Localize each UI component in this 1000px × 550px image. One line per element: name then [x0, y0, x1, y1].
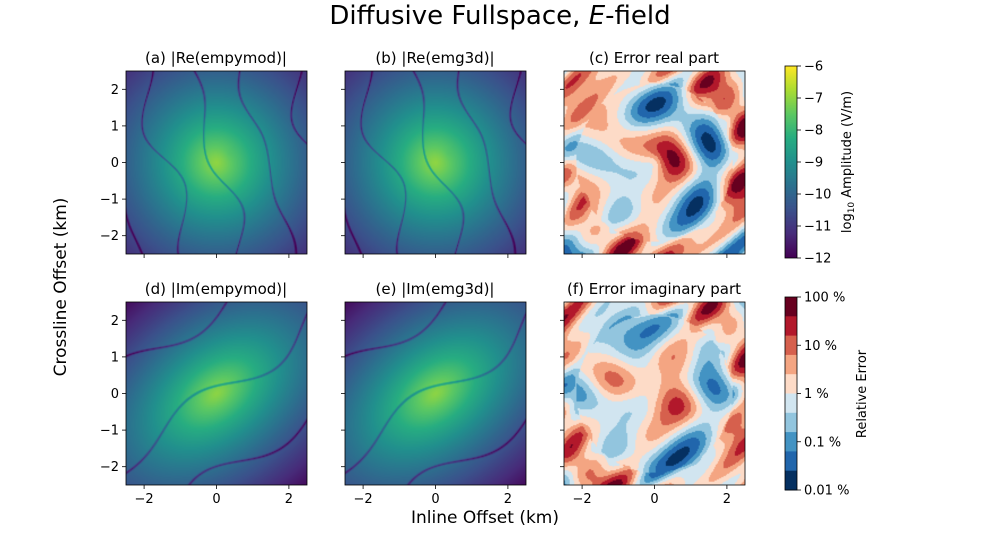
- x-tick-label: 0: [212, 492, 220, 507]
- amplitude-colorbar-tick-label: −11: [804, 220, 831, 235]
- title-prefix: Diffusive Fullspace,: [329, 1, 588, 31]
- y-tick-label: 1: [111, 119, 119, 134]
- y-tick-label: 0: [111, 156, 119, 171]
- cb-label-suffix: Amplitude (V/m): [840, 91, 855, 202]
- x-tick-label: 0: [650, 492, 658, 507]
- error-colorbar-segment: [785, 412, 797, 433]
- panel-title-a: (a) |Re(empymod)|: [145, 49, 287, 67]
- amplitude-colorbar-tick-label: −6: [804, 60, 823, 75]
- error-colorbar-segments: [785, 297, 797, 491]
- amplitude-colorbar-tick-label: −7: [804, 92, 823, 107]
- error-colorbar-tick-label: 100 %: [804, 291, 845, 306]
- y-tick-label: 2: [111, 83, 119, 98]
- y-tick-label: −1: [100, 193, 119, 208]
- amplitude-colorbar-ticks: −6 −7 −8 −9 −10 −11 −12: [797, 60, 831, 267]
- heatmap-image-e: [345, 302, 526, 485]
- amplitude-colorbar-gradient: [785, 66, 797, 258]
- cb-label-log: log: [840, 213, 855, 233]
- error-colorbar-segment: [785, 354, 797, 375]
- x-tick-label: 2: [723, 492, 731, 507]
- heatmap-image-d: [126, 302, 307, 485]
- amplitude-colorbar-tick-label: −10: [804, 188, 831, 203]
- y-tick-label: 2: [111, 314, 119, 329]
- x-tick-label: −2: [573, 492, 592, 507]
- error-colorbar-segment: [785, 470, 797, 491]
- amplitude-colorbar-tick-label: −12: [804, 252, 831, 267]
- panel-d: [125, 301, 308, 486]
- x-tick-label: 0: [431, 492, 439, 507]
- error-colorbar: 100 % 10 % 1 % 0.1 % 0.01 % Relative Error: [784, 291, 870, 499]
- heatmap-image-a: [126, 71, 307, 254]
- panel-b: [344, 70, 527, 255]
- x-tick-label: −2: [354, 492, 373, 507]
- title-italic: E: [589, 1, 606, 31]
- y-tick-label: 1: [111, 350, 119, 365]
- error-colorbar-tick-label: 1 %: [804, 387, 829, 402]
- panel-title-c: (c) Error real part: [589, 49, 719, 67]
- panel-title-e: (e) |Im(emg3d)|: [376, 280, 495, 298]
- panel-f: [563, 301, 746, 486]
- panel-title-d: (d) |Im(empymod)|: [145, 280, 287, 298]
- panel-group: [125, 70, 746, 486]
- y-tick-label: −2: [100, 460, 119, 475]
- error-colorbar-ticks: 100 % 10 % 1 % 0.1 % 0.01 %: [797, 291, 849, 499]
- y-tick-label: 0: [111, 387, 119, 402]
- error-colorbar-tick-label: 10 %: [804, 339, 837, 354]
- panel-c: [563, 70, 746, 255]
- amplitude-colorbar: −6 −7 −8 −9 −10 −11 −12 log10 Amplitude (V/m): [784, 60, 857, 267]
- title-suffix: -field: [605, 1, 670, 31]
- axis-ticks: 2 1 0 −1 −2 −2 0 2 2 1 0 −1 −2 −2 0 2 −2 0 2: [100, 83, 731, 507]
- error-colorbar-segment: [785, 297, 797, 317]
- heatmap-image-f: [564, 302, 745, 485]
- error-colorbar-tick-label: 0.1 %: [804, 435, 841, 450]
- y-tick-label: −1: [100, 424, 119, 439]
- x-axis-label: Inline Offset (km): [411, 508, 559, 528]
- error-colorbar-segment: [785, 451, 797, 472]
- panel-a: [125, 70, 308, 255]
- error-colorbar-segment: [785, 374, 797, 394]
- amplitude-colorbar-tick-label: −8: [804, 124, 823, 139]
- error-colorbar-segment: [785, 316, 797, 337]
- amplitude-colorbar-tick-label: −9: [804, 156, 823, 171]
- error-colorbar-label: Relative Error: [855, 349, 870, 438]
- error-colorbar-segment: [785, 335, 797, 356]
- x-tick-label: 2: [285, 492, 293, 507]
- x-tick-label: −2: [135, 492, 154, 507]
- y-tick-label: −2: [100, 229, 119, 244]
- figure-title: Diffusive Fullspace, E-field: [329, 1, 670, 31]
- heatmap-image-c: [564, 71, 745, 254]
- cb-label-sub: 10: [847, 202, 857, 214]
- error-colorbar-tick-label: 0.01 %: [804, 484, 849, 499]
- amplitude-colorbar-label: log10 Amplitude (V/m): [840, 91, 857, 233]
- error-colorbar-segment: [785, 393, 797, 414]
- y-axis-label: Crossline Offset (km): [51, 198, 71, 377]
- x-tick-label: 2: [504, 492, 512, 507]
- panel-title-b: (b) |Re(emg3d)|: [375, 49, 494, 67]
- panel-title-f: (f) Error imaginary part: [567, 280, 741, 298]
- panel-e: [344, 301, 527, 486]
- error-colorbar-segment: [785, 432, 797, 452]
- heatmap-image-b: [345, 71, 526, 254]
